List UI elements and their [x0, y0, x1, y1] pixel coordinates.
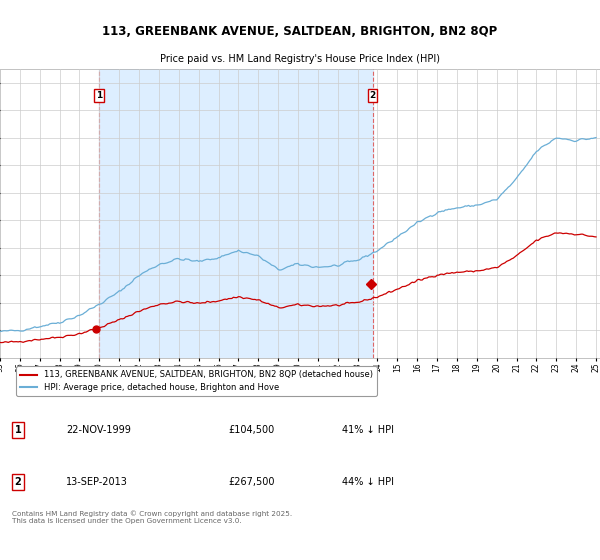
Text: 2: 2: [14, 477, 22, 487]
Text: 2: 2: [370, 91, 376, 100]
Legend: 113, GREENBANK AVENUE, SALTDEAN, BRIGHTON, BN2 8QP (detached house), HPI: Averag: 113, GREENBANK AVENUE, SALTDEAN, BRIGHTO…: [16, 366, 377, 396]
Text: 13-SEP-2013: 13-SEP-2013: [66, 477, 128, 487]
Text: 22-NOV-1999: 22-NOV-1999: [66, 425, 131, 435]
Text: Contains HM Land Registry data © Crown copyright and database right 2025.
This d: Contains HM Land Registry data © Crown c…: [12, 510, 292, 524]
Text: 44% ↓ HPI: 44% ↓ HPI: [342, 477, 394, 487]
Text: 113, GREENBANK AVENUE, SALTDEAN, BRIGHTON, BN2 8QP: 113, GREENBANK AVENUE, SALTDEAN, BRIGHTO…: [103, 25, 497, 38]
Text: 1: 1: [14, 425, 22, 435]
Text: Price paid vs. HM Land Registry's House Price Index (HPI): Price paid vs. HM Land Registry's House …: [160, 54, 440, 64]
Text: £267,500: £267,500: [228, 477, 275, 487]
Text: 41% ↓ HPI: 41% ↓ HPI: [342, 425, 394, 435]
Bar: [100, 69, 373, 358]
Text: £104,500: £104,500: [228, 425, 274, 435]
Text: 1: 1: [96, 91, 103, 100]
